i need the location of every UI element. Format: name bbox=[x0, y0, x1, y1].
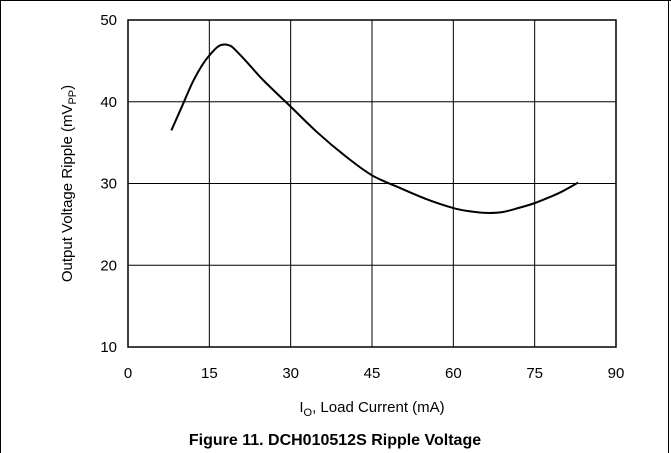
x-tick-label: 30 bbox=[282, 365, 299, 382]
y-tick-label: 10 bbox=[100, 339, 117, 356]
x-tick-label: 75 bbox=[526, 365, 543, 382]
x-axis-label-sub: O bbox=[304, 407, 313, 419]
top-rule bbox=[0, 0, 671, 1]
y-tick-label: 30 bbox=[100, 176, 117, 193]
x-tick-label: 60 bbox=[445, 365, 462, 382]
y-tick-label: 40 bbox=[100, 94, 117, 111]
x-tick-label: 0 bbox=[124, 365, 132, 382]
y-axis-label-sub: PP bbox=[67, 90, 79, 105]
x-axis-label: IO, Load Current (mA) bbox=[299, 399, 444, 419]
y-axis-label-rest: ) bbox=[59, 85, 76, 90]
x-axis-label-rest: , Load Current (mA) bbox=[312, 399, 445, 416]
x-tick-label: 90 bbox=[608, 365, 625, 382]
y-tick-labels: 10 20 30 40 50 bbox=[100, 12, 117, 356]
x-tick-labels: 0 15 30 45 60 75 90 bbox=[124, 365, 625, 382]
plot-border bbox=[127, 19, 617, 348]
x-tick-label: 45 bbox=[364, 365, 381, 382]
figure-caption: Figure 11. DCH010512S Ripple Voltage bbox=[189, 432, 481, 449]
series-line bbox=[170, 43, 579, 214]
y-tick-label: 50 bbox=[100, 12, 117, 29]
y-tick-label: 20 bbox=[100, 257, 117, 274]
grid-lines bbox=[127, 19, 617, 348]
x-axis-label-main: I bbox=[299, 399, 303, 416]
y-axis-label-main: Output Voltage Ripple (mV bbox=[59, 105, 76, 283]
x-tick-label: 15 bbox=[201, 365, 218, 382]
y-axis-label: Output Voltage Ripple (mVPP) bbox=[59, 85, 79, 282]
